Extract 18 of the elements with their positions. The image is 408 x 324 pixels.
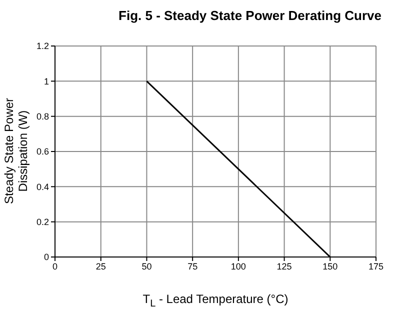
y-tick-label: 0 — [44, 252, 49, 262]
x-tick-label: 50 — [142, 261, 152, 272]
y-tick-label: 1 — [44, 76, 49, 86]
chart-title: Fig. 5 - Steady State Power Derating Curve — [118, 8, 382, 23]
y-axis-title: Steady State Power Dissipation (W) — [2, 98, 30, 204]
y-tick-label: 0.4 — [36, 182, 49, 192]
x-tick-label: 150 — [322, 261, 338, 272]
x-tick-label: 0 — [52, 261, 58, 272]
y-tick-label: 0.8 — [36, 112, 49, 122]
x-tick-label: 175 — [368, 261, 384, 272]
x-tick-label: 125 — [276, 261, 292, 272]
y-tick-label: 1.2 — [36, 41, 49, 52]
y-tick-label: 0.2 — [36, 217, 49, 228]
x-tick-label: 100 — [230, 261, 246, 272]
x-axis-title: T$_{L}$ - Lead Temperature (°C) — [142, 292, 290, 310]
y-tick-label: 0.6 — [36, 146, 49, 157]
x-tick-label: 25 — [96, 261, 106, 272]
x-tick-label: 75 — [188, 261, 198, 272]
